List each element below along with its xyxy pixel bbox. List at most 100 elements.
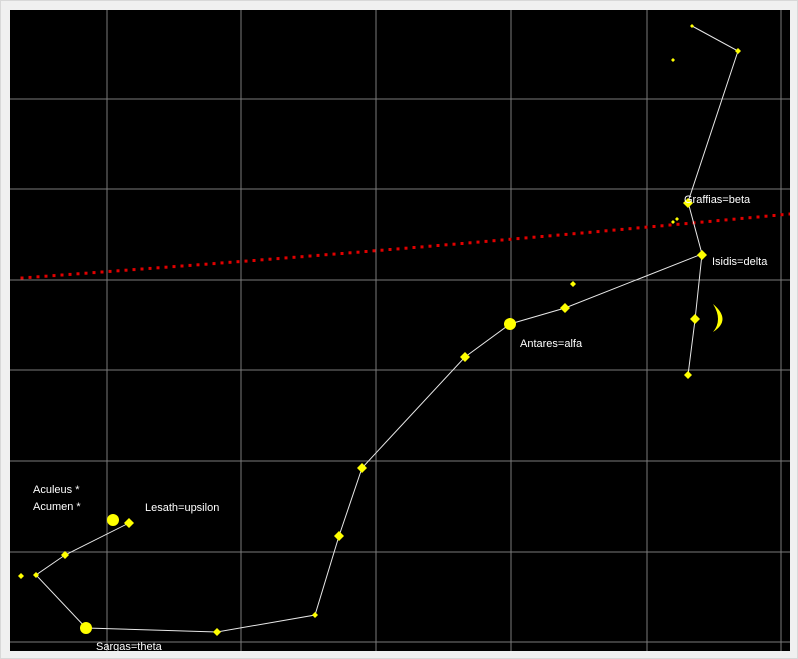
ecliptic-dot: [764, 214, 768, 218]
label-isidis: Isidis=delta: [712, 256, 768, 268]
star[interactable]: [357, 463, 367, 473]
ecliptic-dot: [140, 267, 144, 271]
star[interactable]: [690, 24, 694, 28]
ecliptic-dot: [492, 239, 496, 243]
star[interactable]: [18, 573, 24, 579]
stars: [18, 24, 741, 636]
star[interactable]: [683, 198, 693, 208]
ecliptic-line: [20, 212, 790, 280]
ecliptic-dot: [628, 227, 632, 231]
ecliptic-dot: [44, 274, 48, 278]
ecliptic-dot: [252, 259, 256, 262]
ecliptic-dot: [268, 257, 272, 261]
ecliptic-dot: [236, 260, 240, 264]
star[interactable]: [460, 352, 470, 362]
star[interactable]: [697, 250, 707, 260]
ecliptic-dot: [284, 256, 288, 260]
ecliptic-dot: [708, 219, 712, 223]
ecliptic-dot: [476, 240, 480, 244]
ecliptic-dot: [588, 230, 592, 234]
coordinate-grid: [10, 10, 790, 651]
ecliptic-dot: [388, 248, 392, 251]
ecliptic-dot: [172, 265, 176, 269]
moon-crescent[interactable]: [713, 304, 723, 332]
ecliptic-dot: [340, 252, 344, 255]
ecliptic-dot: [404, 246, 408, 250]
label-aculeus: Aculeus *: [33, 484, 80, 496]
ecliptic-dot: [180, 264, 184, 268]
star[interactable]: [735, 48, 741, 54]
ecliptic-dot: [60, 273, 64, 277]
star[interactable]: [675, 217, 679, 221]
ecliptic-dot: [596, 230, 600, 234]
ecliptic-dot: [364, 250, 368, 253]
ecliptic-dot: [724, 218, 728, 222]
star[interactable]: [312, 612, 318, 618]
ecliptic-dot: [68, 272, 72, 276]
ecliptic-dot: [164, 265, 168, 269]
ecliptic-dot: [308, 254, 312, 258]
ecliptic-dot: [132, 268, 136, 272]
label-antares: Antares=alfa: [520, 338, 583, 350]
ecliptic-dot: [484, 239, 488, 243]
star[interactable]: [61, 551, 69, 559]
star[interactable]: [690, 314, 700, 324]
ecliptic-dot: [52, 274, 56, 278]
ecliptic-dot: [788, 212, 790, 216]
ecliptic-dot: [732, 217, 736, 221]
ecliptic-dot: [412, 246, 416, 249]
ecliptic-dot: [372, 249, 376, 253]
ecliptic-dot: [540, 235, 544, 238]
ecliptic-dot: [316, 253, 320, 257]
ecliptic-dot: [436, 244, 440, 247]
ecliptic-dot: [500, 238, 504, 242]
star[interactable]: [334, 531, 344, 541]
ecliptic-dot: [380, 248, 384, 252]
ecliptic-dot: [452, 242, 456, 246]
ecliptic-dot: [508, 237, 512, 241]
moon-icon[interactable]: [713, 304, 723, 332]
star[interactable]: [213, 628, 221, 636]
star[interactable]: [33, 572, 39, 578]
star[interactable]: [671, 220, 675, 224]
star[interactable]: [560, 303, 570, 313]
star[interactable]: [671, 58, 675, 62]
ecliptic-dot: [228, 260, 232, 264]
ecliptic-dot: [740, 216, 744, 220]
label-lesath: Lesath=upsilon: [145, 502, 219, 514]
ecliptic-dot: [524, 236, 528, 240]
ecliptic-dot: [556, 233, 560, 237]
ecliptic-dot: [220, 261, 224, 265]
ecliptic-dot: [444, 243, 448, 247]
star-chart-svg[interactable]: Graffias=beta Isidis=delta Antares=alfa …: [10, 10, 790, 651]
ecliptic-dot: [516, 237, 520, 241]
star-chart-canvas[interactable]: Graffias=beta Isidis=delta Antares=alfa …: [10, 10, 790, 651]
star[interactable]: [124, 518, 134, 528]
star[interactable]: [504, 318, 516, 330]
ecliptic-dot: [460, 242, 464, 245]
ecliptic-dot: [780, 213, 784, 217]
ecliptic-dot: [292, 255, 296, 259]
star-labels: Graffias=beta Isidis=delta Antares=alfa …: [33, 194, 768, 651]
star[interactable]: [684, 371, 692, 379]
ecliptic-dot: [772, 214, 776, 217]
star[interactable]: [80, 622, 92, 634]
label-graffias: Graffias=beta: [684, 194, 751, 206]
ecliptic-dot: [124, 268, 128, 272]
ecliptic-dot: [116, 269, 120, 273]
ecliptic-dot: [92, 271, 96, 275]
ecliptic-dot: [428, 244, 432, 248]
star[interactable]: [107, 514, 119, 526]
ecliptic-dot: [756, 215, 760, 219]
ecliptic-dot: [636, 226, 640, 230]
label-sargas: Sargas=theta: [96, 641, 163, 651]
star[interactable]: [570, 281, 576, 287]
ecliptic-dot: [420, 245, 424, 249]
ecliptic-dot: [36, 275, 40, 279]
ecliptic-dot: [212, 262, 216, 266]
ecliptic-dot: [188, 263, 192, 267]
ecliptic-dot: [156, 266, 160, 270]
ecliptic-dot: [684, 222, 688, 226]
label-acumen: Acumen *: [33, 501, 81, 513]
